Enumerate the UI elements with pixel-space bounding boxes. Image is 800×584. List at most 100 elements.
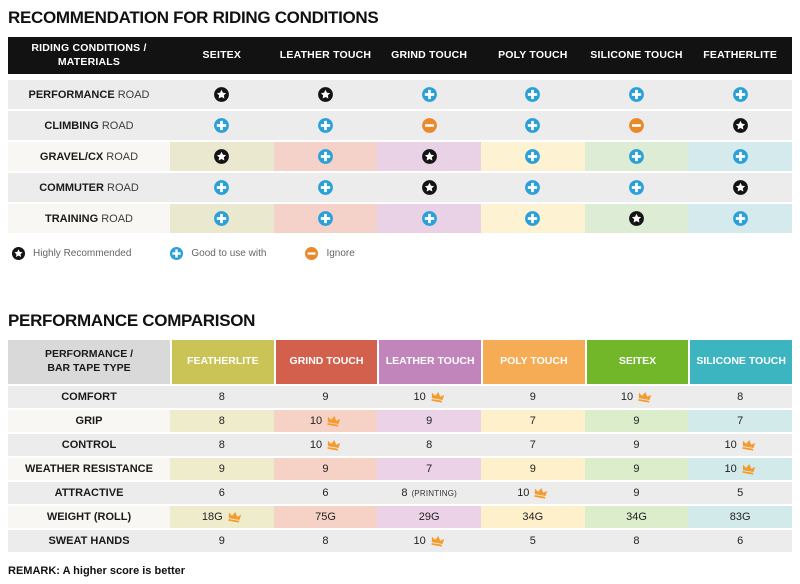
- performance-table-column-headers: PERFORMANCE / BAR TAPE TYPE FEATHERLITE GRI…: [8, 340, 792, 384]
- plus-icon: [421, 87, 437, 102]
- plus-icon: [214, 211, 230, 226]
- cell-value: 8: [322, 535, 329, 547]
- row-label: GRIP: [8, 410, 170, 432]
- cell-value: 9: [633, 487, 640, 499]
- plus-icon: [525, 180, 541, 195]
- table-cell: [170, 142, 274, 171]
- cell-value: 9: [633, 439, 640, 451]
- plus-icon: [629, 87, 644, 102]
- table-cell: [584, 204, 689, 233]
- table-cell: [274, 111, 378, 140]
- table-cell: 8: [170, 410, 274, 432]
- table-cell: [585, 111, 689, 140]
- table-cell: 8: [274, 530, 378, 552]
- cell-value: 6: [322, 487, 329, 499]
- crown-icon: [638, 391, 652, 403]
- cell-value: 7: [426, 463, 433, 475]
- row-label: SWEAT HANDS: [48, 535, 130, 547]
- row-label-rest: ROAD: [98, 119, 134, 132]
- cell-value: 9: [322, 463, 329, 475]
- table-cell: 10: [377, 530, 481, 552]
- plus-icon: [732, 149, 748, 164]
- table-cell: 18G: [170, 506, 274, 528]
- table-cell: 75G: [273, 506, 378, 528]
- table-cell: 7: [481, 434, 585, 456]
- table-cell: 9: [274, 386, 378, 408]
- plus-icon: [525, 87, 541, 102]
- plus-icon: [318, 149, 333, 164]
- table-cell: [688, 111, 792, 140]
- cell-value: 34G: [522, 511, 544, 523]
- plus-icon: [214, 118, 230, 133]
- crown-icon: [327, 439, 341, 451]
- star-icon: [421, 149, 437, 164]
- column-header: SILICONE TOUCH: [590, 48, 683, 61]
- table-cell: [170, 80, 274, 109]
- table-row: COMFORT 8 9 10 9 10 8: [8, 386, 792, 408]
- row-label-strong: PERFORMANCE: [28, 88, 115, 101]
- table-cell: 10: [688, 458, 792, 480]
- table-cell: 10: [481, 482, 585, 504]
- cell-value: 10: [724, 439, 737, 451]
- star-icon: [421, 180, 437, 195]
- legend-label: Highly Recommended: [33, 248, 132, 259]
- cell-value: 10: [413, 391, 426, 403]
- minus-icon: [421, 118, 437, 133]
- cell-value: 10: [309, 439, 323, 451]
- cell-value: 9: [218, 463, 225, 475]
- row-label-strong: GRAVEL/CX: [39, 150, 104, 163]
- column-header: POLY TOUCH: [480, 340, 585, 384]
- star-icon: [732, 180, 748, 195]
- cell-value: 10: [517, 487, 530, 499]
- cell-value: 8: [737, 391, 744, 403]
- plus-icon: [525, 149, 541, 164]
- cell-value: 7: [529, 439, 536, 451]
- column-header: SILICONE TOUCH: [688, 340, 792, 384]
- crown-icon: [742, 463, 755, 475]
- legend-item: Good to use with: [169, 246, 266, 261]
- plus-icon: [318, 118, 333, 133]
- performance-table-body: COMFORT 8 9 10 9 10 8 GRIP 8 10 9 7 9 7 CONTROL 8 10 8 7 9 1…: [8, 386, 792, 552]
- table-cell: 8: [688, 386, 792, 408]
- star-icon: [732, 118, 748, 133]
- cell-value: 9: [426, 415, 433, 427]
- table-cell: [585, 173, 689, 202]
- plus-icon: [170, 246, 184, 261]
- star-icon: [214, 149, 230, 164]
- table-cell: [585, 80, 689, 109]
- table-cell: 5: [481, 530, 585, 552]
- table-cell: [274, 80, 378, 109]
- row-label: ATTRACTIVE: [54, 487, 124, 499]
- table-cell: [274, 173, 378, 202]
- table-cell: 34G: [584, 506, 689, 528]
- table-cell: 8: [377, 434, 481, 456]
- table-cell: 10: [585, 386, 689, 408]
- table-cell: 9: [480, 458, 585, 480]
- table-cell: 9: [585, 482, 689, 504]
- table-cell: [481, 173, 585, 202]
- column-header: FEATHERLITE: [170, 340, 274, 384]
- crown-icon: [431, 535, 444, 547]
- table-cell: 9: [584, 458, 689, 480]
- plus-icon: [318, 180, 333, 195]
- table-cell: [480, 204, 585, 233]
- crown-icon: [431, 391, 444, 403]
- table-row: CLIMBING ROAD: [8, 111, 792, 140]
- corner-header-line: PERFORMANCE /: [44, 348, 134, 361]
- cell-value: 9: [529, 463, 536, 475]
- plus-icon: [732, 211, 748, 226]
- table-cell: 34G: [480, 506, 585, 528]
- cell-value: 8: [218, 439, 225, 451]
- cell-value: 8: [426, 439, 433, 451]
- riding-table-body: PERFORMANCE ROAD CLIMBING ROAD GRAVEL/CX R…: [8, 80, 792, 233]
- row-label: CONTROL: [61, 439, 117, 451]
- performance-comparison-title: PERFORMANCE COMPARISON: [8, 311, 256, 330]
- row-label-rest: ROAD: [103, 150, 139, 163]
- crown-icon: [534, 487, 548, 499]
- row-label: COMFORT: [61, 391, 117, 403]
- cell-value: 7: [737, 415, 744, 427]
- table-row: CONTROL 8 10 8 7 9 10: [8, 434, 792, 456]
- row-label: WEATHER RESISTANCE: [8, 458, 170, 480]
- riding-table-column-headers: RIDING CONDITIONS / MATERIALS SEITEX LEATHE…: [8, 37, 792, 74]
- table-cell: 9: [481, 386, 585, 408]
